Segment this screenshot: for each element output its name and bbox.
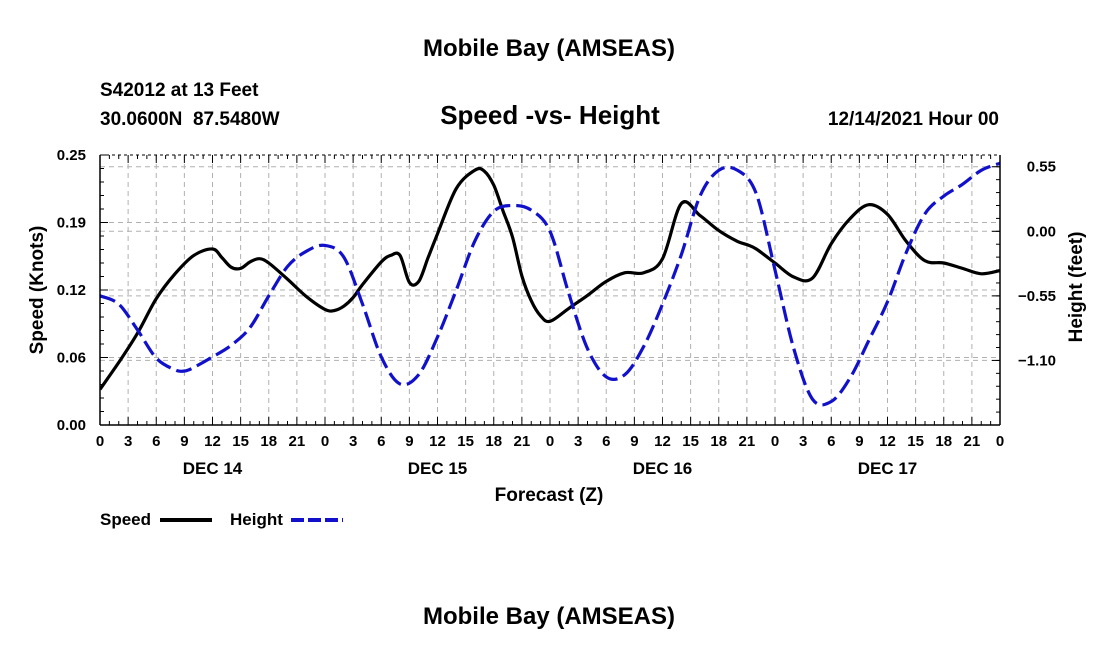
y-axis-label-left: Speed (Knots) <box>27 226 48 355</box>
y-tick-label-left: 0.06 <box>57 350 86 367</box>
x-tick-label: 12 <box>879 433 896 450</box>
x-tick-label: 21 <box>514 433 531 450</box>
x-tick-label: 12 <box>654 433 671 450</box>
y-tick-label-right: −1.10 <box>1018 352 1056 369</box>
axes-layer: 0 3 6 9 12 15 18 21 0 3 6 9 12 15 18 21 0 3 6 9 12 15 18 21 0 3 6 9… <box>57 147 1056 478</box>
x-tick-label: 9 <box>630 433 638 450</box>
y-tick-label-left: 0.25 <box>57 147 86 164</box>
x-tick-label: 0 <box>996 433 1004 450</box>
x-tick-label: 18 <box>935 433 952 450</box>
x-tick-label: 9 <box>180 433 188 450</box>
grid-layer <box>100 155 1000 425</box>
legend-label-speed: Speed <box>100 510 151 529</box>
x-tick-label: 3 <box>799 433 807 450</box>
y-tick-label-right: 0.00 <box>1027 223 1056 240</box>
x-tick-label: 3 <box>124 433 132 450</box>
day-label: DEC 16 <box>633 459 693 478</box>
series-layer <box>100 161 1000 407</box>
x-tick-label: 12 <box>204 433 221 450</box>
x-tick-label: 12 <box>429 433 446 450</box>
series-line-height <box>100 161 1000 407</box>
footer-title: Mobile Bay (AMSEAS) <box>423 603 675 630</box>
station-id: S42012 at 13 Feet <box>100 80 259 101</box>
y-tick-label-right: −0.55 <box>1018 288 1056 305</box>
x-tick-label: 15 <box>457 433 474 450</box>
y-tick-label-left: 0.00 <box>57 417 86 434</box>
x-tick-label: 21 <box>739 433 756 450</box>
x-tick-label: 18 <box>710 433 727 450</box>
forecast-time: 12/14/2021 Hour 00 <box>828 109 999 130</box>
y-tick-label-left: 0.19 <box>57 215 86 232</box>
station-coords: 30.0600N 87.5480W <box>100 109 280 130</box>
x-tick-label: 18 <box>485 433 502 450</box>
day-label: DEC 14 <box>183 459 243 478</box>
chart-title: Mobile Bay (AMSEAS) <box>423 35 675 62</box>
x-tick-label: 21 <box>964 433 981 450</box>
x-tick-label: 18 <box>260 433 277 450</box>
chart-subtitle: Speed -vs- Height <box>440 100 660 130</box>
x-tick-label: 0 <box>771 433 779 450</box>
x-axis-label: Forecast (Z) <box>495 485 604 506</box>
x-tick-label: 0 <box>321 433 329 450</box>
x-tick-label: 6 <box>377 433 385 450</box>
legend: Speed Height <box>100 510 343 529</box>
y-tick-label-right: 0.55 <box>1027 159 1056 176</box>
x-tick-label: 6 <box>152 433 160 450</box>
x-tick-label: 15 <box>232 433 249 450</box>
x-tick-label: 6 <box>602 433 610 450</box>
x-tick-label: 0 <box>96 433 104 450</box>
series-line-speed <box>100 166 1000 391</box>
x-tick-label: 15 <box>907 433 924 450</box>
x-tick-label: 9 <box>405 433 413 450</box>
x-tick-label: 6 <box>827 433 835 450</box>
x-tick-label: 9 <box>855 433 863 450</box>
day-label: DEC 15 <box>408 459 468 478</box>
x-tick-label: 0 <box>546 433 554 450</box>
x-tick-label: 15 <box>682 433 699 450</box>
legend-label-height: Height <box>230 510 283 529</box>
y-axis-label-right: Height (feet) <box>1066 232 1087 343</box>
day-label: DEC 17 <box>858 459 918 478</box>
x-tick-label: 21 <box>289 433 306 450</box>
x-tick-label: 3 <box>574 433 582 450</box>
x-tick-label: 3 <box>349 433 357 450</box>
y-tick-label-left: 0.12 <box>57 282 86 299</box>
